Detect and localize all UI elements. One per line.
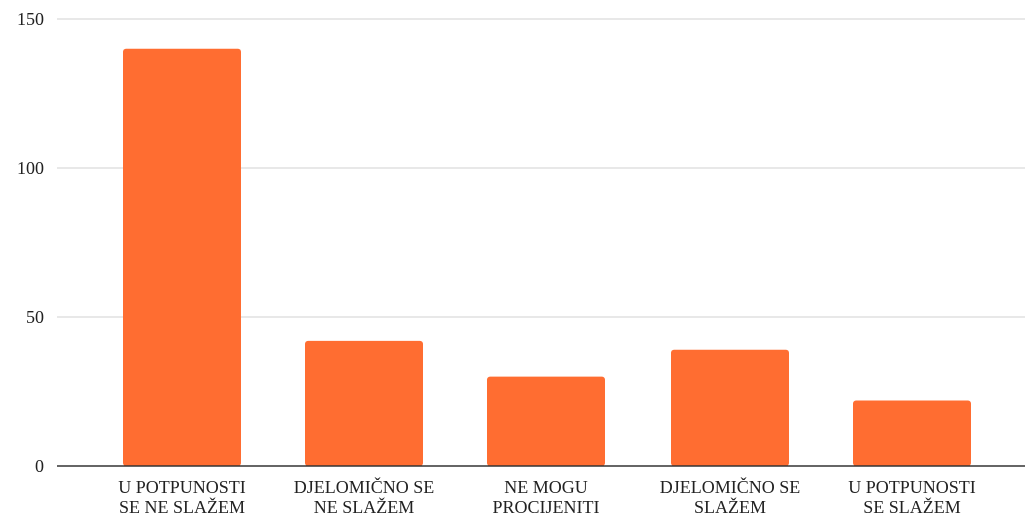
x-category-label: U POTPUNOSTI — [118, 477, 246, 497]
y-tick-label: 100 — [17, 158, 44, 178]
x-category-label: SE SLAŽEM — [863, 496, 961, 517]
bar — [305, 340, 423, 466]
x-category-label: PROCIJENITI — [493, 497, 600, 517]
y-axis-tick-labels: 0 50 100 150 — [17, 9, 44, 476]
x-category-label: DJELOMIČNO SE — [660, 476, 801, 497]
bar — [487, 376, 605, 466]
x-category-label: NE MOGU — [504, 477, 588, 497]
y-tick-label: 50 — [26, 307, 44, 327]
bar — [123, 48, 241, 467]
x-category-label: SLAŽEM — [694, 496, 766, 517]
x-category-label: DJELOMIČNO SE — [294, 476, 435, 497]
y-tick-label: 0 — [35, 456, 44, 476]
x-category-label: SE NE SLAŽEM — [119, 496, 245, 517]
bar — [853, 400, 971, 466]
y-tick-label: 150 — [17, 9, 44, 29]
x-category-label: U POTPUNOSTI — [848, 477, 976, 497]
x-category-label: NE SLAŽEM — [314, 496, 415, 517]
bars — [123, 48, 971, 467]
bar — [671, 349, 789, 466]
